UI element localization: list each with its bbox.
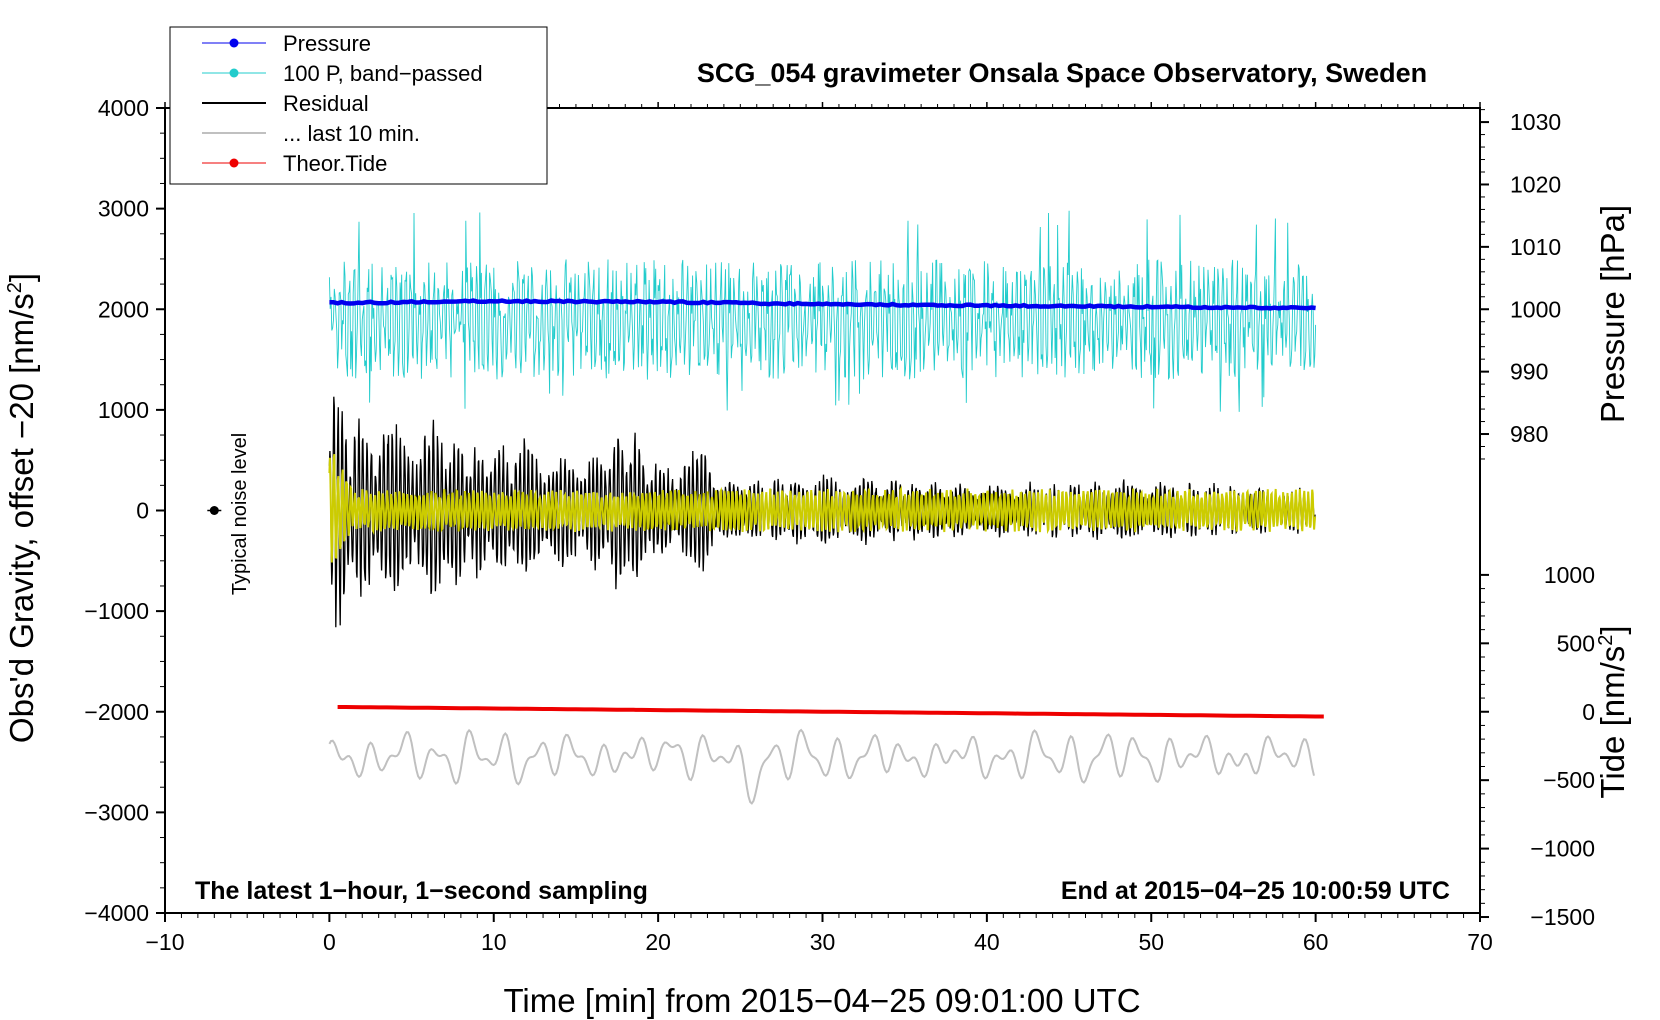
noise-marker-group <box>207 506 222 515</box>
legend-label: Residual <box>283 91 369 116</box>
y-axis-label-left: Obs'd Gravity, offset −20 [nm/s2] <box>3 273 40 743</box>
y-axis-label-left-close: ] <box>3 273 40 282</box>
legend-label: Theor.Tide <box>283 151 387 176</box>
legend-label: 100 P, band−passed <box>283 61 483 86</box>
x-tick-label: 20 <box>645 929 671 955</box>
y-axis-label-tide: Tide [nm/s2] <box>1594 625 1631 798</box>
y-axis-label-pressure: Pressure [hPa] <box>1594 205 1631 423</box>
pressure-tick-label: 1030 <box>1510 109 1561 135</box>
series-group <box>328 210 1324 805</box>
annotation-end-time: End at 2015−04−25 10:00:59 UTC <box>1061 877 1450 905</box>
tide-tick-label: 1000 <box>1544 562 1595 588</box>
pressure-tick-label: 1000 <box>1510 296 1561 322</box>
tide-tick-label: 500 <box>1557 630 1595 656</box>
y-tick-label-left: −2000 <box>84 699 149 725</box>
noise-level-label: Typical noise level <box>229 433 251 595</box>
x-tick-label: 30 <box>810 929 836 955</box>
annotation-sampling: The latest 1−hour, 1−second sampling <box>195 877 648 905</box>
series-band-passed-line <box>328 210 1317 412</box>
y-axis-label-tide-sup: 2 <box>1595 635 1617 646</box>
chart-title: SCG_054 gravimeter Onsala Space Observat… <box>697 58 1427 88</box>
x-tick-label: 0 <box>323 929 336 955</box>
series-pressure-line <box>329 298 1316 311</box>
legend-marker <box>229 68 239 78</box>
y-tick-label-left: −3000 <box>84 799 149 825</box>
y-tick-label-left: 0 <box>136 498 149 524</box>
legend-marker <box>229 38 239 48</box>
y-tick-label-left: 3000 <box>98 196 149 222</box>
x-tick-label: 50 <box>1138 929 1164 955</box>
series-theor-tide-line <box>337 705 1324 719</box>
legend-box <box>169 26 548 185</box>
legend: Pressure 100 P, band−passed Residual ... la… <box>169 26 548 185</box>
x-axis-label: Time [min] from 2015−04−25 09:01:00 UTC <box>503 982 1140 1019</box>
x-tick-label: 40 <box>974 929 1000 955</box>
legend-label: Pressure <box>283 31 371 56</box>
tide-tick-label: −500 <box>1543 767 1595 793</box>
noise-marker-dot <box>209 506 219 515</box>
tide-tick-label: −1500 <box>1530 904 1595 930</box>
y-tick-label-left: −1000 <box>84 598 149 624</box>
pressure-tick-label: 990 <box>1510 359 1548 385</box>
tick-group: −10 0 10 20 30 40 50 60 7040003000200010000−1000… <box>84 95 1595 955</box>
y-tick-label-left: 1000 <box>98 397 149 423</box>
x-tick-label: 60 <box>1303 929 1329 955</box>
pressure-tick-label: 1020 <box>1510 171 1561 197</box>
y-axis-label-tide-text: Tide [nm/s <box>1594 646 1631 799</box>
x-tick-label: −10 <box>145 929 184 955</box>
legend-marker <box>229 158 239 168</box>
x-tick-label: 10 <box>481 929 507 955</box>
pressure-tick-label: 980 <box>1510 421 1548 447</box>
x-tick-label: 70 <box>1467 929 1493 955</box>
y-tick-label-left: −4000 <box>84 900 149 926</box>
y-tick-label-left: 4000 <box>98 95 149 121</box>
y-axis-label-left-text: Obs'd Gravity, offset −20 [nm/s <box>3 293 40 743</box>
y-axis-label-left-sup: 2 <box>4 282 26 293</box>
y-tick-label-left: 2000 <box>98 296 149 322</box>
legend-label: ... last 10 min. <box>283 121 420 146</box>
tide-tick-label: −1000 <box>1530 836 1595 862</box>
series-residual-yellow-line <box>328 453 1317 563</box>
series-last-10-min-line <box>328 728 1315 805</box>
pressure-tick-label: 1010 <box>1510 234 1561 260</box>
y-axis-label-tide-close: ] <box>1594 625 1631 634</box>
tide-tick-label: 0 <box>1582 699 1595 725</box>
